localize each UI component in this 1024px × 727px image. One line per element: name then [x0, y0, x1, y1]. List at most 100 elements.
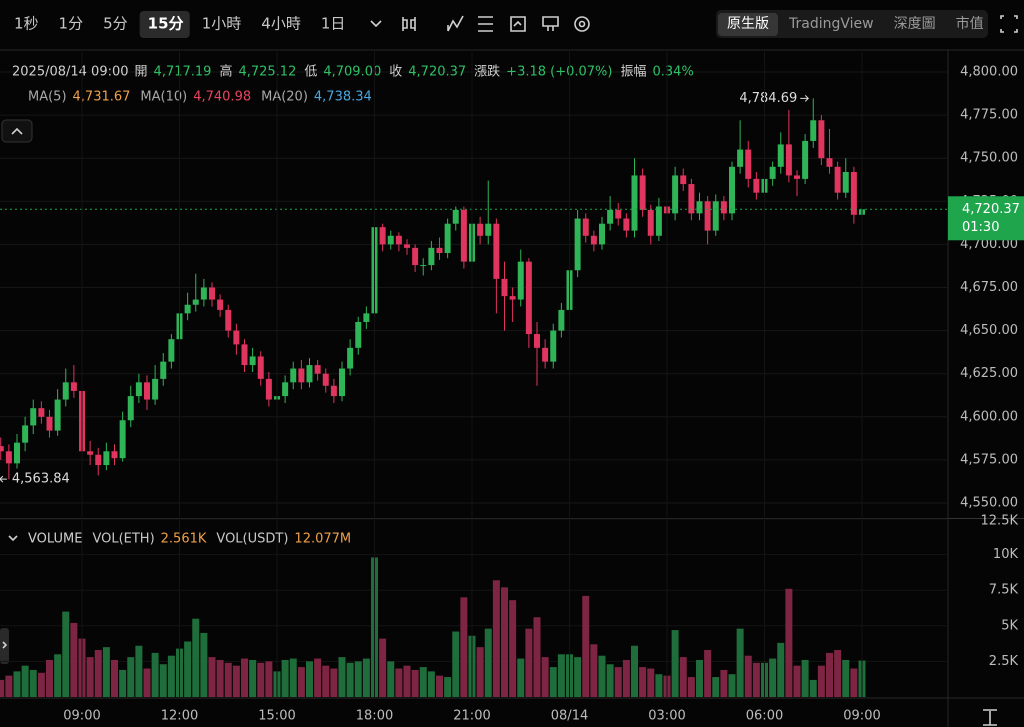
- low-arrow: [0, 475, 7, 483]
- volume-bar: [752, 662, 760, 697]
- info-field-value: 4,717.19: [154, 65, 212, 80]
- y-tick-label: 5K: [1001, 618, 1018, 633]
- side-tab-arrow: [2, 641, 8, 649]
- candle-body: [306, 365, 313, 383]
- indicator-icon[interactable]: [447, 15, 464, 32]
- volume-legend-value: 12.077M: [294, 532, 351, 547]
- interval-tab[interactable]: 1分: [59, 15, 84, 33]
- y-tick-label: 4,775.00: [960, 108, 1018, 123]
- volume-bar: [736, 628, 744, 697]
- volume-bar: [687, 677, 695, 697]
- volume-bar: [281, 659, 289, 697]
- volume-bar: [541, 657, 549, 697]
- candle-body: [582, 218, 589, 236]
- candle-body: [680, 175, 687, 185]
- candle-body: [54, 399, 61, 431]
- candle-body: [802, 140, 809, 179]
- y-tick-label: 4,650.00: [960, 323, 1018, 338]
- candle-body: [672, 175, 679, 214]
- volume-bar: [232, 665, 240, 697]
- volume-bar: [265, 661, 273, 697]
- candle-body: [696, 201, 703, 214]
- candle-body: [769, 166, 776, 179]
- volume-bar: [826, 652, 833, 697]
- candle-body: [745, 149, 752, 179]
- candle-body: [688, 184, 695, 214]
- candle-body: [509, 296, 516, 300]
- fullscreen-icon[interactable]: [1000, 15, 1018, 33]
- volume-bar: [54, 654, 62, 697]
- y-tick-label: 4,575.00: [960, 452, 1018, 467]
- view-tab[interactable]: TradingView: [788, 16, 874, 32]
- candle-body: [135, 382, 142, 397]
- volume-bar: [427, 671, 435, 697]
- x-tick-label: 15:00: [258, 709, 295, 724]
- volume-chevron[interactable]: [8, 535, 18, 542]
- interval-tab[interactable]: 1秒: [14, 15, 39, 33]
- view-tab[interactable]: 原生版: [727, 16, 769, 32]
- view-tab[interactable]: 深度圖: [894, 16, 936, 32]
- volume-bar: [159, 664, 167, 697]
- candle-body: [615, 209, 622, 219]
- y-tick-label: 4,600.00: [960, 409, 1018, 424]
- candle-type-icon[interactable]: [402, 17, 416, 31]
- settings-list-icon[interactable]: [478, 16, 493, 32]
- volume-bar: [289, 658, 297, 697]
- candle-body: [517, 261, 524, 300]
- scale-icon[interactable]: [983, 709, 997, 726]
- candle-body: [217, 299, 224, 310]
- candle-body: [119, 420, 126, 459]
- volume-bar: [208, 657, 216, 697]
- info-field-value: +3.18 (+0.07%): [506, 65, 612, 80]
- volume-bar: [29, 669, 37, 697]
- ma-value: 4,738.34: [314, 90, 372, 105]
- template-icon[interactable]: [542, 16, 559, 31]
- candle-body: [460, 209, 467, 262]
- x-tick-label: 08/14: [551, 709, 588, 724]
- x-tick-label: 09:00: [843, 709, 880, 724]
- settings-icon[interactable]: [574, 16, 590, 32]
- candle-body: [712, 201, 719, 231]
- candle-body: [420, 265, 427, 267]
- active-interval-bg: [139, 11, 190, 38]
- volume-bar: [37, 672, 45, 697]
- ma-value: 4,740.98: [193, 90, 251, 105]
- candle-body: [794, 175, 800, 179]
- interval-tab[interactable]: 1日: [321, 15, 346, 33]
- volume-legend-value: 2.561K: [161, 532, 207, 547]
- volume-bar: [436, 675, 443, 697]
- collapse-chevron: [11, 127, 23, 135]
- interval-tab[interactable]: 1小時: [202, 15, 242, 33]
- volume-bar: [70, 622, 78, 697]
- y-tick-label: 10K: [993, 547, 1019, 562]
- volume-bar: [330, 668, 338, 697]
- candle-body: [111, 451, 118, 459]
- volume-bar: [21, 665, 29, 697]
- x-tick-label: 06:00: [746, 709, 783, 724]
- view-tab[interactable]: 市值: [956, 15, 984, 32]
- interval-tab[interactable]: 4小時: [261, 15, 301, 33]
- candle-body: [525, 261, 532, 335]
- collapse-button[interactable]: [1, 119, 33, 143]
- volume-bar: [0, 679, 5, 697]
- last-price-label: 4,720.37: [962, 202, 1020, 217]
- candle-body: [623, 218, 630, 231]
- volume-bar: [297, 667, 305, 697]
- drawing-icon[interactable]: [510, 16, 526, 32]
- volume-bar: [379, 638, 387, 697]
- interval-tab[interactable]: 5分: [103, 15, 128, 33]
- interval-tab[interactable]: 15分: [148, 15, 184, 33]
- more-intervals[interactable]: [370, 20, 382, 28]
- candle-body: [290, 368, 297, 383]
- candle-body: [534, 334, 540, 348]
- volume-bar: [395, 668, 403, 697]
- volume-bar: [167, 655, 175, 697]
- volume-bar: [192, 618, 200, 697]
- volume-bar: [411, 669, 419, 697]
- volume-bar: [338, 657, 346, 697]
- info-field-name: 低: [304, 65, 317, 80]
- candle-body: [355, 321, 362, 348]
- x-tick-label: 21:00: [453, 709, 490, 724]
